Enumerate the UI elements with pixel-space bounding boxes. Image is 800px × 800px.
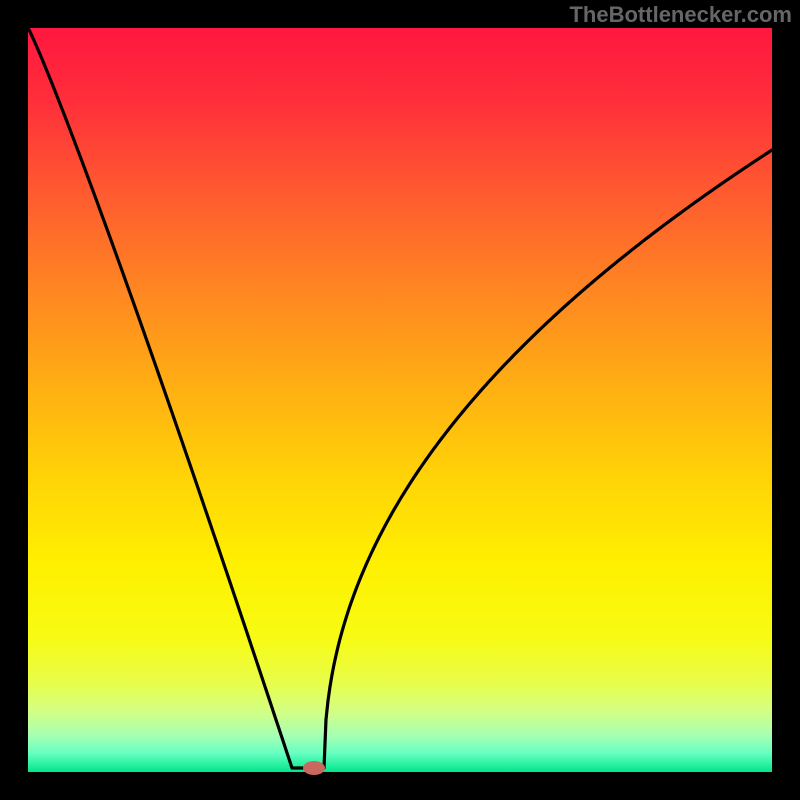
watermark-text: TheBottlenecker.com	[569, 2, 792, 28]
chart-svg	[0, 0, 800, 800]
optimum-marker	[303, 761, 325, 775]
chart-plot-area	[28, 28, 772, 772]
chart-container: TheBottlenecker.com	[0, 0, 800, 800]
